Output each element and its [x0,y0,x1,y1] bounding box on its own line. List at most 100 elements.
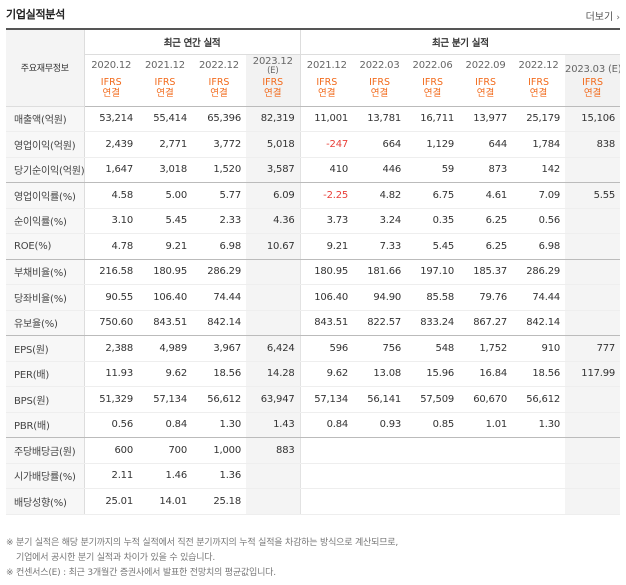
table-cell: 6.98 [512,233,566,260]
table-cell: 0.85 [406,412,460,438]
table-cell [299,463,354,489]
period-date: 2023.03 (E) [565,64,621,75]
table-row: 매출액(억원) 53,214 55,414 65,396 82,319 11,001 13,… [6,106,621,132]
table-cell: 3.24 [353,208,407,234]
row-label[interactable]: 주당배당금(원) [6,437,85,464]
table-cell: 883 [246,437,301,464]
period-header: 2021.12 [138,54,192,76]
row-label[interactable]: 부채비율(%) [6,259,85,285]
consolidated-label: 연결 [423,87,442,99]
table-cell [406,488,460,515]
table-cell: 1,520 [192,157,246,183]
row-label[interactable]: 당기순이익(억원) [6,157,85,183]
footnote-consensus: ※ 컨센서스(E) : 최근 3개월간 증권사에서 발표한 전망치의 평균값입니… [6,568,276,578]
footnotes: ※ 분기 실적은 해당 분기까지의 누적 실적에서 직전 분기까지의 누적 실적… [6,536,620,581]
consolidated-label: 연결 [210,87,228,99]
table-cell: 11,001 [299,106,354,132]
row-label[interactable]: BPS(원) [6,386,85,413]
table-cell [565,259,621,285]
table-cell: 15,106 [565,106,621,132]
table-cell: 1,784 [512,131,566,158]
table-cell [459,488,513,515]
row-label[interactable]: 매출액(억원) [6,106,85,132]
table-cell: 5.55 [565,182,621,209]
row-label[interactable]: 유보율(%) [6,310,85,336]
row-label[interactable]: 당좌비율(%) [6,284,85,311]
table-cell: 5.00 [138,182,192,209]
row-header-label: 주요재무정보 [20,64,69,75]
table-cell: 4.61 [459,182,513,209]
ifrs-label: IFRS [208,77,230,88]
table-cell: -2.25 [299,182,354,209]
table-cell: 0.56 [512,208,566,234]
section-header: 기업실적분석 더보기 › [6,6,620,24]
table-cell [512,463,566,489]
ifrs-cell: IFRS 연결 [459,76,513,107]
row-label[interactable]: ROE(%) [6,233,85,260]
row-label[interactable]: 영업이익률(%) [6,182,85,209]
table-cell: 4.58 [84,182,138,209]
table-row: 유보율(%) 750.60 843.51 842.14 843.51 822.57 833.… [6,310,621,336]
row-label[interactable]: 영업이익(억원) [6,131,85,158]
table-cell: 6.25 [459,208,513,234]
ifrs-cell: IFRS 연결 [84,76,138,107]
table-cell [246,463,301,489]
table-cell [565,233,621,260]
ifrs-cell: IFRS 연결 [512,76,566,107]
table-cell: 60,670 [459,386,513,413]
table-cell: 600 [84,437,138,464]
table-cell: 18.56 [512,361,566,387]
table-cell: 85.58 [406,284,460,311]
table-cell: 6.09 [246,182,301,209]
table-cell: 6.75 [406,182,460,209]
table-row: 영업이익(억원) 2,439 2,771 3,772 5,018 -247 664 1,129… [6,131,621,158]
row-label[interactable]: 순이익률(%) [6,208,85,234]
row-label[interactable]: PBR(배) [6,412,85,438]
table-cell: 63,947 [246,386,301,413]
table-cell: 51,329 [84,386,138,413]
table-cell [246,488,301,515]
table-cell: 410 [299,157,354,183]
table-row: 당기순이익(억원) 1,647 3,018 1,520 3,587 410 446 59 873… [6,157,621,183]
table-cell [406,463,460,489]
table-cell: 74.44 [512,284,566,311]
table-cell: 9.62 [138,361,192,387]
table-cell: 9.62 [299,361,354,387]
period-header: 2022.12 [512,54,565,76]
row-label[interactable]: 배당성향(%) [6,488,85,515]
accounting-standard-row: IFRS 연결 IFRS 연결 IFRS 연결 IFRS 연결 IFRS 연결 IFRS 연결 IFRS… [6,76,621,107]
consolidated-label: 연결 [370,87,389,99]
table-cell: 1,752 [459,335,513,362]
row-label[interactable]: PER(배) [6,361,85,387]
row-label[interactable]: 시가배당률(%) [6,463,85,489]
table-cell: 286.29 [512,259,566,285]
table-cell: 5.77 [192,182,246,209]
table-cell: 596 [299,335,354,362]
period-header-estimate: 2023.03 (E) [565,54,621,76]
table-cell: 5.45 [406,233,460,260]
table-cell: 14.28 [246,361,301,387]
footnote-quarterly: ※ 분기 실적은 해당 분기까지의 누적 실적에서 직전 분기까지의 누적 실적… [6,538,399,548]
period-date: 2023.12 [252,55,293,67]
table-cell: 2,439 [84,131,138,158]
consolidated-label: 연결 [529,87,548,99]
table-cell [565,463,621,489]
table-cell: 5.45 [138,208,192,234]
table-cell: 180.95 [138,259,192,285]
more-link[interactable]: 더보기 › [586,8,620,23]
row-label[interactable]: EPS(원) [6,335,85,362]
table-cell: 7.33 [353,233,407,260]
table-cell [565,284,621,311]
table-cell: 11.93 [84,361,138,387]
period-header: 2022.03 [353,54,406,76]
table-row: 부채비율(%) 216.58 180.95 286.29 180.95 181.66 197… [6,259,621,285]
period-date: 2021.12 [145,59,185,71]
table-cell: 1,129 [406,131,460,158]
table-cell: 867.27 [459,310,513,336]
table-cell [512,437,566,464]
table-cell: 6.25 [459,233,513,260]
table-cell: 197.10 [406,259,460,285]
table-cell: 13,977 [459,106,513,132]
table-cell: 25,179 [512,106,566,132]
table-cell: 9.21 [138,233,192,260]
